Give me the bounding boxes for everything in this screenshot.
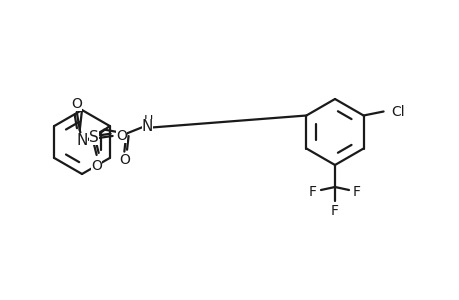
Text: O: O bbox=[116, 129, 127, 143]
Text: O: O bbox=[118, 153, 129, 166]
Text: N: N bbox=[141, 119, 153, 134]
Text: F: F bbox=[352, 185, 360, 199]
Text: S: S bbox=[89, 130, 98, 146]
Text: F: F bbox=[330, 204, 338, 218]
Text: H: H bbox=[143, 114, 153, 127]
Text: F: F bbox=[308, 185, 316, 199]
Text: Cl: Cl bbox=[391, 104, 404, 118]
Text: O: O bbox=[91, 159, 102, 173]
Text: N: N bbox=[77, 133, 88, 148]
Text: O: O bbox=[71, 97, 82, 111]
